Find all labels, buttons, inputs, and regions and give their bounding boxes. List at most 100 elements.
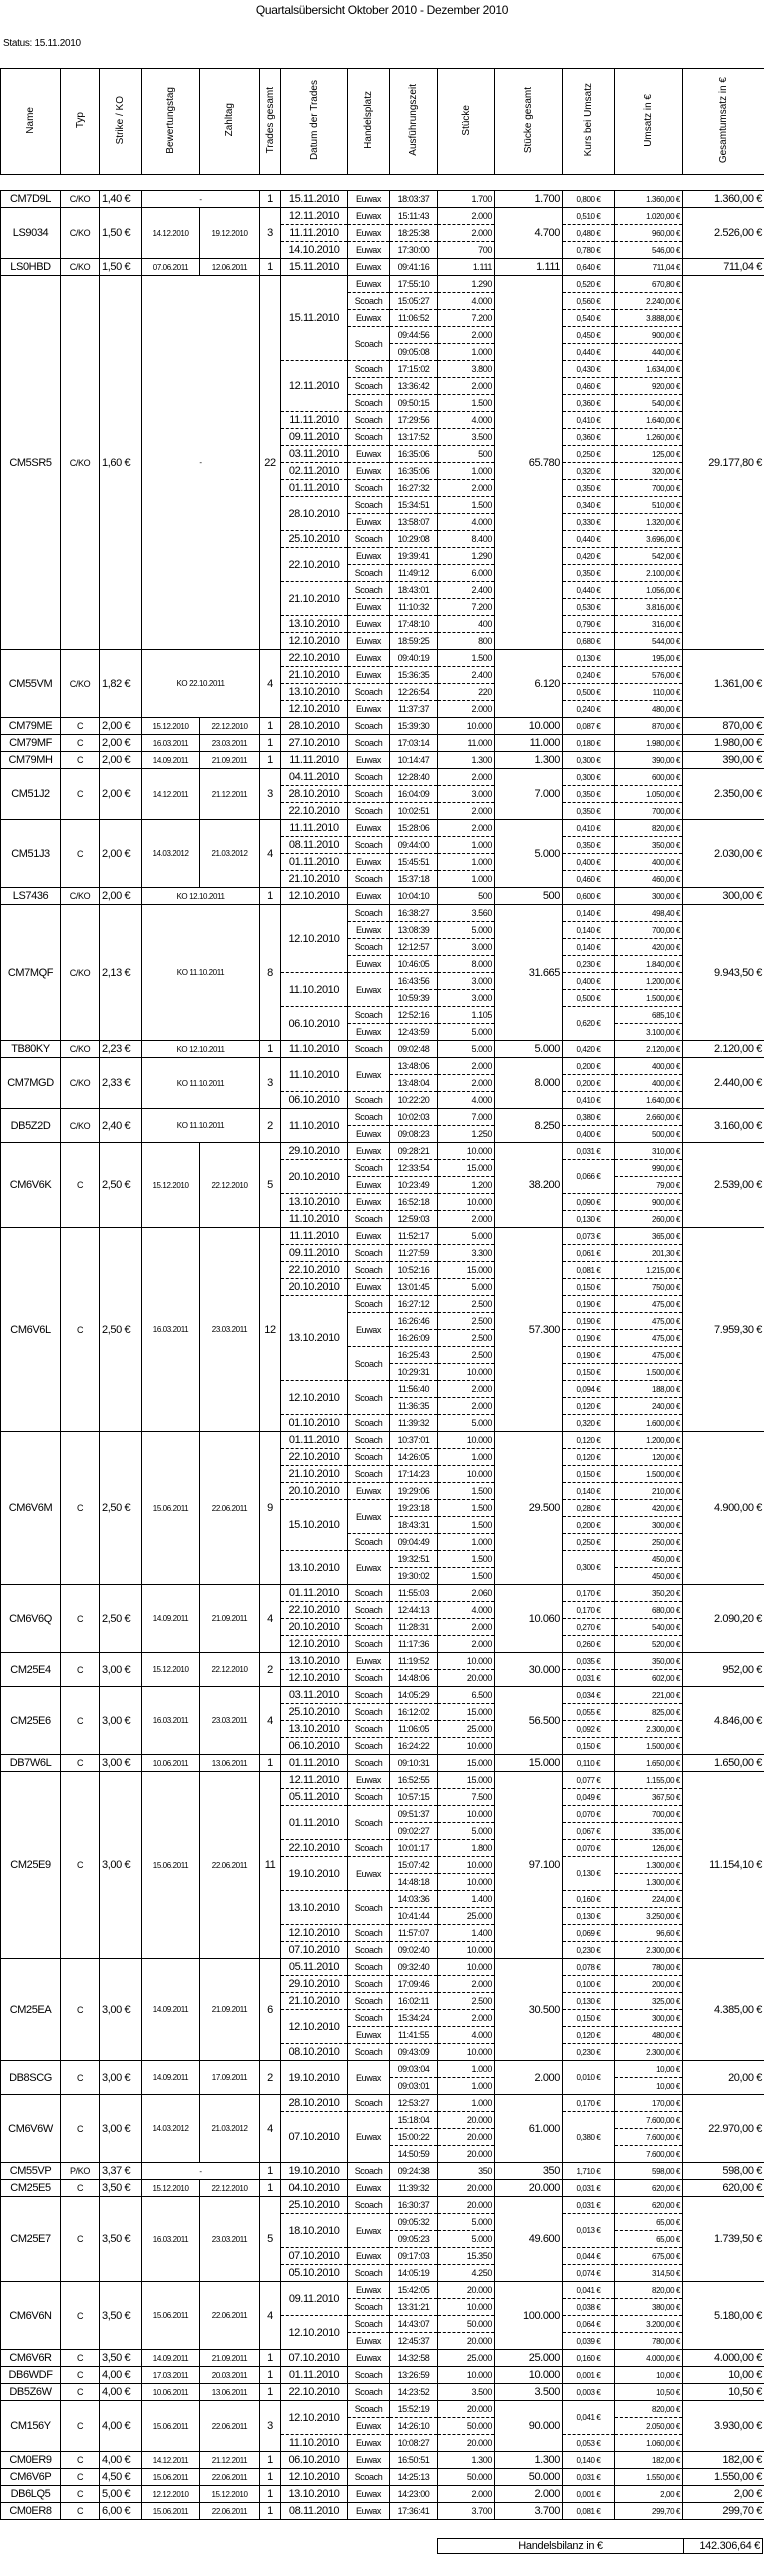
table-row: 13:48:04 2.000 0,200 €400,00 € <box>1 1074 764 1092</box>
execution-time: 16:26:09 <box>389 1329 438 1347</box>
price: 0,150 € <box>562 1737 615 1755</box>
turnover: 365,00 € <box>614 1227 683 1245</box>
trades-total: 4 <box>259 2094 281 2163</box>
quantity: 1.105 <box>437 1006 495 1024</box>
column-header: Ausführungszeit <box>389 68 438 175</box>
price: 0,031 € <box>562 2196 615 2214</box>
execution-time: 16:27:12 <box>389 1295 438 1313</box>
turnover: 1.634,00 € <box>614 360 683 378</box>
quantity: 2.000 <box>437 377 495 395</box>
execution-time: 09:28:21 <box>389 1142 438 1160</box>
table-row: Scoach 09:44:56 2.000 0,450 €900,00 € <box>1 326 764 361</box>
execution-time: 18:59:25 <box>389 632 438 650</box>
column-header-label: Stücke gesamt <box>523 86 534 154</box>
trading-venue: Scoach <box>347 1669 390 1687</box>
trade-date: 11.10.2010 <box>280 972 348 1007</box>
execution-time: 16:26:46 <box>389 1312 438 1330</box>
execution-time: 11:17:36 <box>389 1635 438 1653</box>
price: 0,250 € <box>562 445 615 463</box>
trade-date: 13.10.2010 <box>280 1652 348 1670</box>
price: 0,120 € <box>562 1448 615 1466</box>
quantity: 3.700 <box>437 2502 495 2520</box>
table-row: 29.10.2010 Scoach 17:09:46 2.000 0,100 €200,… <box>1 1975 764 1993</box>
payment-date: 15.12.2010 <box>199 2485 260 2503</box>
total-turnover: 4.900,00 € <box>682 1431 764 1585</box>
valuation-note: KO 12.10.2011 <box>141 1040 260 1058</box>
turnover: 10,00 € <box>614 2077 683 2095</box>
total-turnover: 870,00 € <box>682 717 764 735</box>
quantity: 2.000 <box>437 1057 495 1075</box>
table-row: 13.10.2010 Scoach 11:06:05 25.000 0,092 €2.3… <box>1 1720 764 1738</box>
quantity: 5.000 <box>437 1278 495 1296</box>
trading-venue: Scoach <box>347 1788 390 1806</box>
execution-time: 10:37:01 <box>389 1431 438 1449</box>
instrument-type: C <box>60 2485 100 2503</box>
price: 0,200 € <box>562 1057 615 1075</box>
price: 0,150 € <box>562 1465 615 1483</box>
table-row: 05.11.2010 Scoach 10:57:15 7.500 0,049 €367,… <box>1 1788 764 1806</box>
column-header: Stücke <box>437 68 495 175</box>
quantity-total: 56.500 <box>494 1686 563 1755</box>
table-row: CM0ER9 C 4,00 €14.12.2011 21.12.2011 1 06.10.… <box>0 2451 764 2469</box>
execution-time: 16:25:43 <box>389 1346 438 1364</box>
strike-ko: 1,50 € <box>99 258 142 276</box>
execution-time: 09:02:27 <box>389 1822 438 1840</box>
execution-time: 18:43:31 <box>389 1516 438 1534</box>
trading-venue: Scoach <box>347 292 390 310</box>
trade-date: 11.10.2010 <box>280 1057 348 1092</box>
strike-ko: 2,00 € <box>99 717 142 735</box>
trade-date: 21.10.2010 <box>280 666 348 684</box>
price: 0,073 € <box>562 1227 615 1245</box>
quantity-total: 3.700 <box>494 2502 563 2520</box>
quantity: 1.500 <box>437 649 495 667</box>
quantity: 400 <box>437 615 495 633</box>
instrument-type: C <box>60 2196 100 2282</box>
quantity-total: 8.000 <box>494 1057 563 1109</box>
valuation-date: 15.12.2010 <box>141 1142 200 1228</box>
column-header: Datum der Trades <box>280 68 348 175</box>
trading-venue: Scoach <box>347 768 390 786</box>
turnover: 480,00 € <box>614 2026 683 2044</box>
trading-venue: Euwax <box>347 2281 390 2299</box>
trade-date: 29.10.2010 <box>280 1975 348 1993</box>
price: 0,039 € <box>562 2332 615 2350</box>
table-row: Euwax 14:26:10 50.000 2.050,00 € <box>1 2417 764 2435</box>
execution-time: 18:25:38 <box>389 224 438 242</box>
execution-time: 09:10:31 <box>389 1754 438 1772</box>
price: 0,340 € <box>562 496 615 514</box>
turnover: 960,00 € <box>614 224 683 242</box>
instrument-name: CM6V6Q <box>0 1584 61 1653</box>
quantity: 1.500 <box>437 1499 495 1517</box>
turnover: 500,00 € <box>614 1125 683 1143</box>
trades-total: 1 <box>259 734 281 752</box>
table-row: CM7D9L C/KO 1,40 € -1 15.11.2010 Euwax 18:03:3… <box>0 190 764 208</box>
quantity-total: 8.250 <box>494 1108 563 1143</box>
execution-time: 17:30:00 <box>389 241 438 259</box>
instrument-type: C <box>60 1754 100 1772</box>
table-row: 12.10.2010 Scoach 14:43:07 50.000 0,064 €3.2… <box>1 2315 764 2350</box>
price: 0,300 € <box>562 1550 615 1585</box>
column-header: Trades gesamt <box>259 68 281 175</box>
strike-ko: 4,00 € <box>99 2383 142 2401</box>
turnover: 200,00 € <box>614 1975 683 1993</box>
table-row: 22.10.2010 Scoach 10:01:17 1.800 0,070 €126,… <box>1 1839 764 1857</box>
total-turnover: 4.846,00 € <box>682 1686 764 1755</box>
price: 0,074 € <box>562 2264 615 2282</box>
total-turnover: 711,04 € <box>682 258 764 276</box>
instrument-type: C/KO <box>60 258 100 276</box>
quantity: 1.000 <box>437 836 495 854</box>
turnover: 10,50 € <box>614 2383 683 2401</box>
quantity-total: 100.000 <box>494 2281 563 2350</box>
valuation-date: 15.06.2011 <box>141 2468 200 2486</box>
price: 0,440 € <box>562 581 615 599</box>
valuation-date: 15.12.2010 <box>141 2179 200 2197</box>
table-row: 22.10.2010 Scoach 14:26:05 1.000 0,120 €120,… <box>1 1448 764 1466</box>
quantity: 1.400 <box>437 1924 495 1942</box>
table-row: Euwax 10:46:05 8.000 0,230 €1.840,00 € <box>1 955 764 973</box>
turnover: 870,00 € <box>614 717 683 735</box>
quantity-total: 2.000 <box>494 2060 563 2095</box>
price: 0,500 € <box>562 989 615 1007</box>
execution-time: 09:08:23 <box>389 1125 438 1143</box>
trading-venue: Scoach <box>347 1414 390 1432</box>
trading-venue: Scoach <box>347 1805 390 1840</box>
